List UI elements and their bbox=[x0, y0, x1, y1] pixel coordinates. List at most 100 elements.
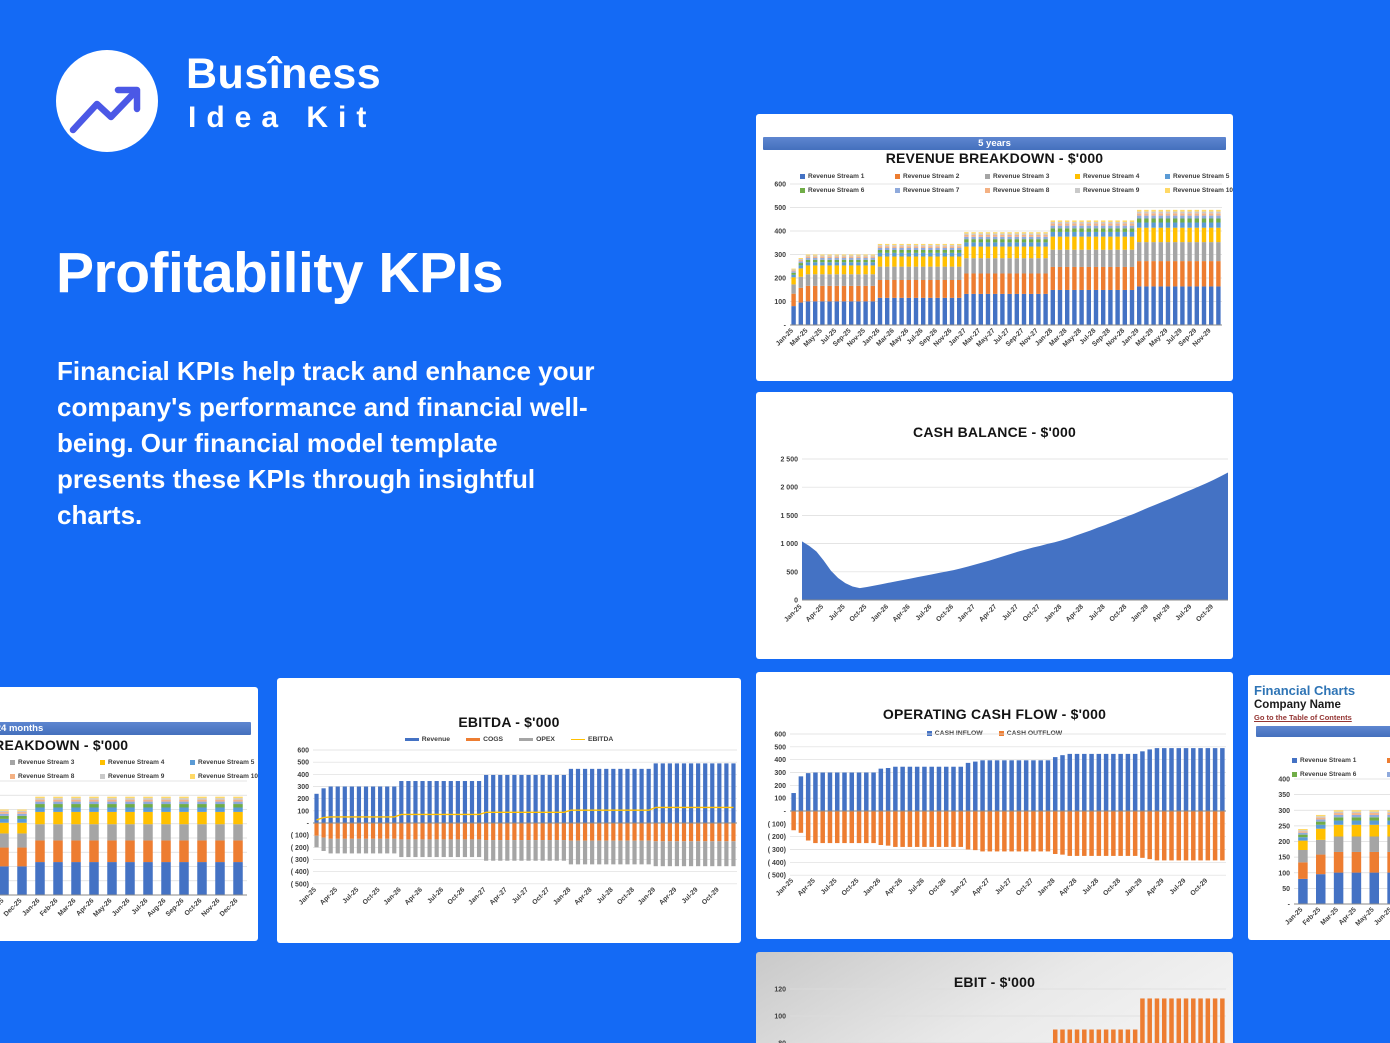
svg-text:Jul-26: Jul-26 bbox=[907, 877, 926, 896]
svg-text:Nov-26: Nov-26 bbox=[200, 897, 221, 918]
svg-text:200: 200 bbox=[774, 783, 786, 790]
svg-text:Jan-27: Jan-27 bbox=[467, 886, 487, 906]
svg-text:300: 300 bbox=[1278, 808, 1290, 815]
svg-text:Jul-27: Jul-27 bbox=[1001, 603, 1020, 622]
ebit-chart: 120 100 80 bbox=[756, 952, 1233, 1043]
svg-text:Jul-28: Jul-28 bbox=[1081, 877, 1100, 896]
svg-text:Feb-26: Feb-26 bbox=[39, 897, 60, 918]
legend-label: EBITDA bbox=[587, 736, 614, 743]
svg-text:50: 50 bbox=[1282, 886, 1290, 893]
svg-text:( 200): ( 200) bbox=[768, 834, 786, 841]
card-cash-balance: CASH BALANCE - $'000 2 500 2 000 1 500 1 00… bbox=[756, 392, 1233, 659]
svg-text:Sep-26: Sep-26 bbox=[165, 897, 186, 918]
svg-text:Jan-29: Jan-29 bbox=[1130, 603, 1150, 623]
svg-text:-: - bbox=[784, 809, 787, 816]
card-ebit: EBIT - $'000 120 100 80 bbox=[756, 952, 1233, 1043]
svg-text:350: 350 bbox=[1278, 792, 1290, 799]
svg-text:Jan-25: Jan-25 bbox=[783, 603, 803, 623]
svg-text:( 400): ( 400) bbox=[291, 869, 309, 876]
svg-text:Apr-28: Apr-28 bbox=[573, 886, 593, 906]
card-financial-charts-sheet: Financial Charts Company Name Go to the … bbox=[1248, 675, 1390, 940]
svg-text:Oct-26: Oct-26 bbox=[928, 877, 948, 897]
svg-text:( 200): ( 200) bbox=[291, 845, 309, 852]
legend-label: OPEX bbox=[536, 736, 555, 743]
svg-text:( 100): ( 100) bbox=[768, 821, 786, 828]
svg-text:Jan-25: Jan-25 bbox=[1284, 906, 1304, 926]
svg-text:Jan-26: Jan-26 bbox=[862, 877, 882, 897]
chart-legend: CASH INFLOW CASH OUTFLOW bbox=[756, 730, 1233, 737]
svg-text:( 500): ( 500) bbox=[291, 881, 309, 888]
revenue-breakdown-mini-chart: 400 350 300 250 200 150 100 50 - Jan-25 Feb-25 Mar-… bbox=[1248, 675, 1390, 940]
svg-text:May-26: May-26 bbox=[92, 897, 113, 918]
svg-text:( 300): ( 300) bbox=[768, 847, 786, 854]
svg-text:Jul-28: Jul-28 bbox=[596, 886, 615, 905]
period-badge-24-months: 24 months bbox=[1256, 726, 1390, 737]
svg-text:Apr-28: Apr-28 bbox=[1065, 603, 1085, 623]
chart-title: REVENUE BREAKDOWN - $'000 bbox=[885, 150, 1104, 166]
svg-text:Aug-26: Aug-26 bbox=[146, 897, 167, 918]
svg-text:500: 500 bbox=[774, 744, 786, 751]
cash-balance-chart: 2 500 2 000 1 500 1 000 500 0 Jan-25 Apr-25 Jul-… bbox=[756, 392, 1233, 659]
svg-text:( 500): ( 500) bbox=[768, 873, 786, 880]
svg-text:100: 100 bbox=[774, 796, 786, 803]
svg-text:Apr-27: Apr-27 bbox=[971, 877, 991, 897]
svg-text:Oct-27: Oct-27 bbox=[531, 886, 551, 906]
svg-text:Oct-29: Oct-29 bbox=[1189, 877, 1209, 897]
ebitda-chart: 600 500 400 300 200 100 - ( 100) ( 200) ( 300) ( 4… bbox=[277, 678, 741, 943]
svg-text:80: 80 bbox=[778, 1041, 786, 1043]
svg-text:Dec-26: Dec-26 bbox=[219, 897, 240, 918]
chart-legend: Revenue COGS OPEX EBITDA bbox=[277, 736, 741, 743]
chart-title: EBITDA - $'000 bbox=[458, 714, 560, 730]
chart-title: CASH BALANCE - $'000 bbox=[913, 424, 1076, 440]
svg-text:Jul-27: Jul-27 bbox=[511, 886, 530, 905]
svg-text:Apr-29: Apr-29 bbox=[1145, 877, 1165, 897]
svg-text:Jul-29: Jul-29 bbox=[1174, 603, 1193, 622]
svg-text:Jul-25: Jul-25 bbox=[820, 877, 839, 896]
svg-text:600: 600 bbox=[774, 732, 786, 739]
svg-text:250: 250 bbox=[1278, 823, 1290, 830]
legend-swatch bbox=[998, 731, 1004, 736]
svg-text:Jan-26: Jan-26 bbox=[870, 603, 890, 623]
legend-swatch bbox=[570, 738, 585, 741]
svg-text:Apr-28: Apr-28 bbox=[1058, 877, 1078, 897]
page-title: Profitability KPIs bbox=[56, 241, 504, 305]
svg-text:Oct-27: Oct-27 bbox=[1022, 603, 1042, 623]
svg-text:Oct-25: Oct-25 bbox=[848, 603, 868, 623]
svg-text:Apr-27: Apr-27 bbox=[978, 603, 998, 623]
svg-text:Apr-29: Apr-29 bbox=[1151, 603, 1171, 623]
operating-cash-flow-chart: 600 500 400 300 200 100 - ( 100) ( 200) ( 300) ( 4… bbox=[756, 672, 1233, 939]
svg-text:1 500: 1 500 bbox=[780, 513, 798, 520]
legend-item: Revenue bbox=[404, 736, 450, 743]
brand-logo-trend-arrow-icon bbox=[56, 50, 158, 152]
page-description: Financial KPIs help track and enhance yo… bbox=[57, 356, 595, 530]
revenue-breakdown-24m-chart: 40035030025020015010050-Jan-25Feb-25Mar-… bbox=[0, 687, 258, 941]
card-revenue-breakdown-24m: 24 months REVENUE BREAKDOWN - $'000 Reve… bbox=[0, 687, 258, 941]
svg-text:Jan-29: Jan-29 bbox=[1124, 877, 1144, 897]
legend-label: CASH INFLOW bbox=[934, 730, 983, 737]
svg-text:300: 300 bbox=[297, 784, 309, 791]
svg-text:1 000: 1 000 bbox=[780, 541, 798, 548]
svg-text:( 300): ( 300) bbox=[291, 857, 309, 864]
legend-swatch bbox=[519, 737, 534, 742]
svg-text:300: 300 bbox=[774, 770, 786, 777]
svg-text:Jan-28: Jan-28 bbox=[1043, 603, 1063, 623]
legend-item: CASH INFLOW bbox=[926, 730, 983, 737]
svg-text:Apr-26: Apr-26 bbox=[892, 603, 912, 623]
svg-text:Apr-27: Apr-27 bbox=[489, 886, 509, 906]
svg-text:Jan-26: Jan-26 bbox=[21, 897, 41, 917]
legend-label: COGS bbox=[483, 736, 504, 743]
svg-text:Jul-27: Jul-27 bbox=[994, 877, 1013, 896]
legend-item: COGS bbox=[466, 736, 503, 743]
svg-text:Jan-26: Jan-26 bbox=[383, 886, 403, 906]
legend-item: EBITDA bbox=[570, 736, 614, 743]
svg-text:Oct-28: Oct-28 bbox=[616, 886, 636, 906]
svg-text:Jan-25: Jan-25 bbox=[298, 886, 318, 906]
svg-text:Dec-25: Dec-25 bbox=[3, 897, 24, 918]
svg-text:-: - bbox=[784, 323, 787, 330]
svg-text:Jul-26: Jul-26 bbox=[915, 603, 934, 622]
table-of-contents-link[interactable]: Go to the Table of Contents bbox=[1254, 713, 1352, 722]
svg-text:Apr-26: Apr-26 bbox=[884, 877, 904, 897]
svg-text:Jun-25: Jun-25 bbox=[1373, 906, 1390, 927]
svg-text:Apr-26: Apr-26 bbox=[404, 886, 424, 906]
svg-text:0: 0 bbox=[794, 598, 798, 605]
